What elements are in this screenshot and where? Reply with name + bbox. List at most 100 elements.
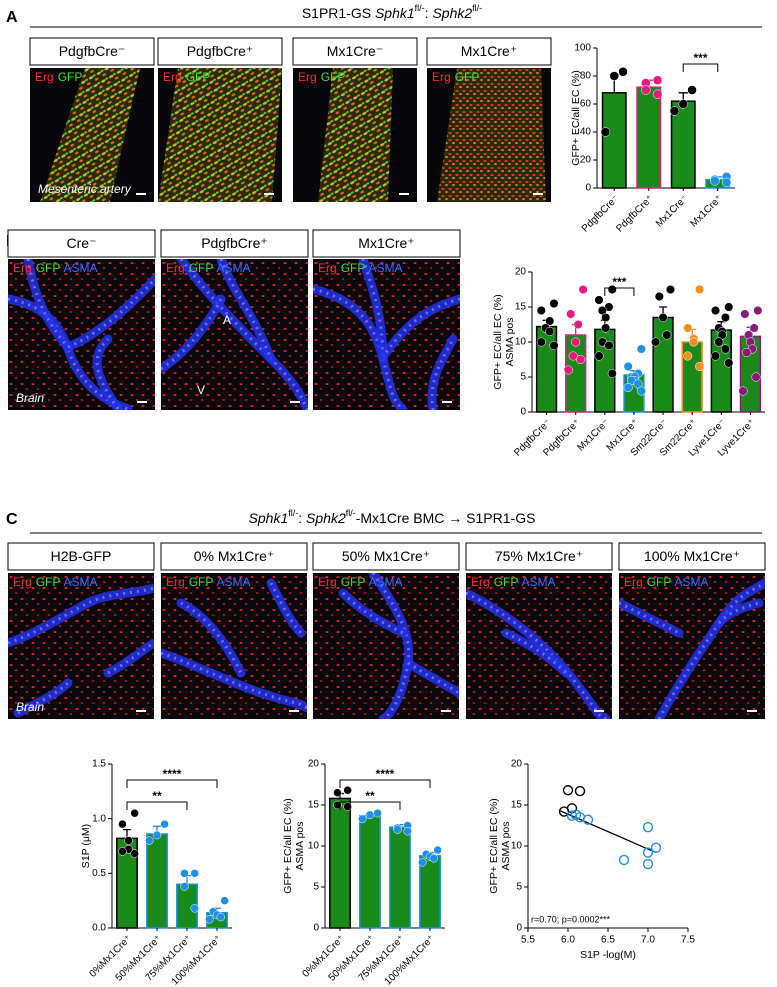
data-point <box>365 810 375 820</box>
bar <box>146 833 168 929</box>
image-header-box <box>29 37 155 66</box>
x-tick-label: 7.0 <box>641 935 655 946</box>
channel-label: GFP <box>189 575 214 589</box>
data-point <box>545 316 555 326</box>
vessel <box>23 259 73 352</box>
vessel <box>619 598 684 638</box>
y-tick-label: 20 <box>308 759 320 770</box>
data-point <box>393 825 402 834</box>
channel-label: Erg <box>624 575 643 589</box>
data-point <box>566 309 576 319</box>
data-point <box>652 89 663 99</box>
fit-line <box>559 810 657 854</box>
channel-label: Erg <box>13 261 32 275</box>
channel-label: GFP <box>647 575 672 589</box>
y-tick-label: 0 <box>516 923 522 934</box>
data-point <box>594 295 604 305</box>
channel-label: GFP <box>58 70 83 84</box>
vessel <box>714 598 764 628</box>
data-point <box>724 358 734 368</box>
channel-label: GFP <box>36 261 61 275</box>
data-point <box>160 819 169 829</box>
vessel-core <box>107 641 154 675</box>
significance-label: ** <box>152 789 162 803</box>
data-point <box>180 882 189 891</box>
data-point <box>130 808 139 818</box>
micrograph: Erg GFP <box>427 68 551 202</box>
y-axis-label: GFP+ EC/all EC (%) <box>488 798 500 893</box>
y-tick-label: 60 <box>580 99 592 110</box>
data-point <box>333 800 342 810</box>
data-point <box>358 814 367 824</box>
y-tick-label: 5 <box>313 882 319 893</box>
nuclei <box>158 68 282 202</box>
title-part: Sphk2 <box>432 5 472 21</box>
data-point <box>636 386 646 396</box>
data-point <box>576 354 586 365</box>
image-header-box <box>312 229 461 258</box>
channel-label: Erg <box>163 70 182 84</box>
image-header-box <box>465 542 613 571</box>
data-point <box>683 323 693 333</box>
image-header: PdgfbCre⁺ <box>201 235 268 251</box>
y-tick-label: 20 <box>515 267 527 278</box>
image-header-box <box>426 37 552 66</box>
bar <box>359 814 381 929</box>
channel-label: ASMA <box>216 575 250 589</box>
y-tick-label: 10 <box>515 337 527 348</box>
data-point <box>549 298 559 309</box>
vessel <box>8 583 154 648</box>
bar <box>419 855 441 929</box>
data-point <box>536 337 546 347</box>
data-point <box>609 71 619 81</box>
image-header: Mx1Cre⁺ <box>358 235 414 251</box>
channel-label: GFP <box>341 575 366 589</box>
title-part: S1PR1-GS <box>302 5 375 21</box>
image-header: 100% Mx1Cre⁺ <box>644 548 740 564</box>
micrograph: Erg GFP <box>293 68 417 202</box>
data-point <box>190 904 199 913</box>
y-tick-label: 1.5 <box>92 759 106 770</box>
data-point <box>710 351 721 361</box>
y-tick-label: 0.5 <box>92 868 106 879</box>
x-tick-label: 6.5 <box>601 935 615 946</box>
channel-label: Erg <box>471 575 490 589</box>
vessel <box>13 678 73 718</box>
significance-bracket <box>126 779 218 788</box>
image-header: PdgfbCre⁻ <box>59 43 126 59</box>
vessel-core <box>161 298 223 371</box>
x-tick-label: 5.5 <box>521 935 535 946</box>
y-tick-label: 80 <box>580 71 592 82</box>
data-point <box>578 284 588 295</box>
data-point <box>662 330 672 340</box>
image-header: PdgfbCre⁺ <box>187 43 254 59</box>
vessel-core <box>67 277 155 349</box>
y-tick-label: 0 <box>585 183 591 194</box>
channel-label: ASMA <box>63 575 97 589</box>
data-point <box>636 344 646 354</box>
panel-label: C <box>6 511 18 528</box>
data-point <box>601 323 611 333</box>
data-point <box>695 284 705 295</box>
nuclei <box>318 68 393 202</box>
channel-label: Erg <box>298 70 317 84</box>
data-point <box>568 351 578 361</box>
data-point <box>689 337 699 347</box>
image-header-box <box>7 229 156 258</box>
image-annotation: Brain <box>16 700 44 714</box>
data-point <box>563 365 573 375</box>
x-tick-label: 6.0 <box>561 935 575 946</box>
data-point <box>654 291 664 302</box>
data-point <box>642 858 654 870</box>
significance-bracket <box>682 63 719 72</box>
y-tick-label: 10 <box>511 841 523 852</box>
data-point <box>429 854 439 863</box>
image-header: 50% Mx1Cre⁺ <box>342 548 430 564</box>
bar <box>652 316 674 413</box>
image-header-box <box>160 542 308 571</box>
title-part: -Mx1Cre BMC → S1PR1-GS <box>356 510 536 526</box>
channel-label: GFP <box>189 261 214 275</box>
channel-labels: Erg GFP <box>163 70 210 84</box>
vessel-core <box>95 337 120 410</box>
vessel-core <box>341 591 404 635</box>
